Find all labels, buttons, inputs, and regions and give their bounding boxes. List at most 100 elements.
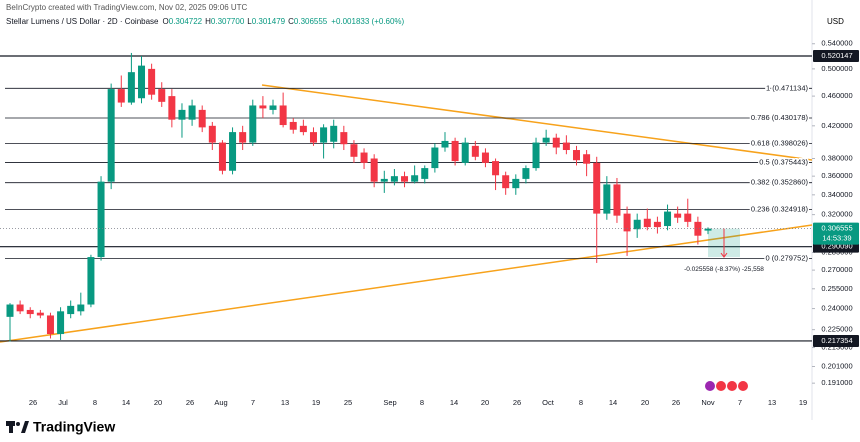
candle-body: [623, 213, 631, 232]
ohlc-key: C: [288, 17, 294, 26]
candle-body: [188, 105, 196, 120]
y-tick-label: 0.225000: [821, 325, 852, 334]
x-tick-label: 8: [93, 398, 97, 407]
candle-body: [229, 132, 237, 171]
candle-body: [562, 142, 570, 151]
candle-body: [542, 137, 550, 143]
logo-icon: [6, 421, 29, 433]
candle-body: [87, 257, 95, 305]
ohlc-value: 0.306555: [293, 17, 328, 26]
candle-body: [471, 145, 479, 157]
ohlc-key: O: [162, 17, 169, 26]
y-tick-label: 0.240000: [821, 304, 852, 313]
x-tick-label: Jul: [58, 398, 68, 407]
x-tick-label: 19: [799, 398, 807, 407]
candle-body: [269, 105, 277, 110]
x-tick-label: Aug: [214, 398, 227, 407]
x-tick-label: 20: [641, 398, 649, 407]
y-tick-label: 0.213000: [821, 343, 852, 352]
candle-body: [208, 125, 216, 143]
candle-body: [26, 309, 34, 315]
candle-body: [16, 304, 24, 312]
x-tick-label: 26: [513, 398, 521, 407]
candle-body: [583, 154, 591, 164]
candle-body: [249, 105, 257, 143]
x-tick-label: 20: [481, 398, 489, 407]
candle-body: [664, 211, 672, 227]
x-tick-label: 13: [768, 398, 776, 407]
change: +0.001833 (+0.60%): [331, 17, 405, 26]
candle-body: [522, 168, 530, 179]
x-tick-label: Nov: [701, 398, 715, 407]
candle-body: [340, 132, 348, 145]
fib-label: 0.786 (0.430178): [751, 113, 809, 122]
credit: BeInCrypto created with TradingView.com,…: [6, 3, 248, 12]
candle-body: [289, 121, 297, 130]
level-label: 0.520147: [821, 51, 852, 60]
candle-body: [320, 127, 328, 143]
candle-body: [57, 311, 65, 335]
lower-trendline: [0, 224, 813, 343]
x-tick-label: 8: [579, 398, 583, 407]
candle-body: [694, 221, 702, 236]
measure-arrowhead: [720, 252, 728, 258]
level-label: 0.290090: [821, 242, 852, 251]
candle-body: [138, 65, 146, 99]
candle-body: [178, 109, 186, 120]
y-tick-label: 0.500000: [821, 64, 852, 73]
candle-body: [77, 304, 85, 312]
x-tick-label: 26: [672, 398, 680, 407]
candle-body: [502, 175, 510, 189]
candle-body: [158, 89, 166, 102]
candle-body: [461, 142, 469, 163]
ohlc-item: C0.306555: [288, 17, 327, 26]
fib-label: 0.5 (0.375443): [759, 157, 808, 166]
fib-label: 0.236 (0.324918): [751, 205, 809, 214]
y-tick-label: 0.255000: [821, 284, 852, 293]
candle-body: [127, 72, 135, 103]
ohlc-value: 0.307700: [210, 17, 245, 26]
x-tick-label: 25: [344, 398, 352, 407]
x-tick-label: 20: [154, 398, 162, 407]
fib-label: 0.618 (0.398026): [751, 138, 809, 147]
fib-label: 0 (0.279752): [765, 254, 808, 263]
x-tick-label: 26: [29, 398, 37, 407]
y-tick-label: 0.420000: [821, 121, 852, 130]
candle-body: [380, 178, 388, 182]
fib-label: 0.382 (0.352860): [751, 178, 809, 187]
ohlc-item: H0.307700: [205, 17, 244, 26]
x-tick-label: 14: [609, 398, 617, 407]
ohlc: O0.304722 H0.307700 L0.301479 C0.306555: [163, 17, 328, 26]
current-price-label: 0.306555: [821, 224, 852, 233]
candle-body: [532, 142, 540, 169]
candle-body: [309, 132, 317, 143]
countdown: 14:53:39: [822, 234, 851, 243]
x-tick-label: 19: [312, 398, 320, 407]
candle-body: [330, 125, 338, 142]
candle-body: [279, 105, 287, 126]
candle-body: [603, 184, 611, 214]
candle-body: [168, 96, 176, 120]
y-tick-label: 0.320000: [821, 210, 852, 219]
candle-body: [370, 158, 378, 182]
price-tag: [813, 222, 859, 245]
candle-body: [390, 176, 398, 182]
x-tick-label: 13: [281, 398, 289, 407]
candle-body: [684, 213, 692, 222]
y-tick-label: 0.201000: [821, 361, 852, 370]
x-tick-label: 8: [420, 398, 424, 407]
candle-body: [239, 132, 247, 143]
ohlc-key: L: [247, 17, 252, 26]
x-tick-label: Sep: [383, 398, 396, 407]
y-tick-label: 0.540000: [821, 39, 852, 48]
x-tick-label: 7: [251, 398, 255, 407]
candle-body: [67, 305, 75, 315]
measure-label: -0.025558 (-8.37%) -25,558: [684, 266, 764, 273]
event-icons: [705, 381, 748, 391]
candle-body: [299, 125, 307, 133]
symbol-line: Stellar Lumens / US Dollar · 2D · Coinba…: [6, 17, 404, 26]
candle-body: [36, 312, 44, 316]
x-tick-label: 26: [186, 398, 194, 407]
